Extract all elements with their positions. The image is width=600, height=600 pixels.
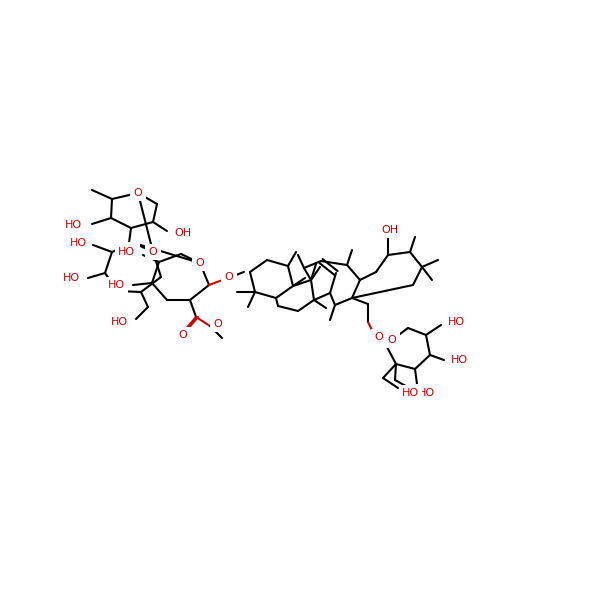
Text: OH: OH [119, 245, 137, 255]
Text: O: O [374, 332, 383, 342]
Text: HO: HO [63, 273, 80, 283]
Text: HO: HO [65, 220, 82, 230]
Text: O: O [149, 247, 157, 257]
Text: HO: HO [448, 317, 465, 327]
Text: HO: HO [70, 238, 87, 248]
Text: HO: HO [451, 355, 468, 365]
Text: O: O [388, 335, 397, 345]
Text: O: O [196, 258, 205, 268]
Text: HO: HO [409, 387, 427, 397]
Text: O: O [214, 319, 223, 329]
Text: HO: HO [118, 247, 135, 257]
Text: HO: HO [402, 388, 419, 398]
Text: O: O [179, 330, 187, 340]
Text: O: O [224, 272, 233, 282]
Text: HO: HO [108, 280, 125, 290]
Text: HO: HO [111, 317, 128, 327]
Text: HO: HO [418, 388, 435, 398]
Text: O: O [134, 188, 142, 198]
Text: OH: OH [174, 228, 191, 238]
Text: OH: OH [382, 225, 398, 235]
